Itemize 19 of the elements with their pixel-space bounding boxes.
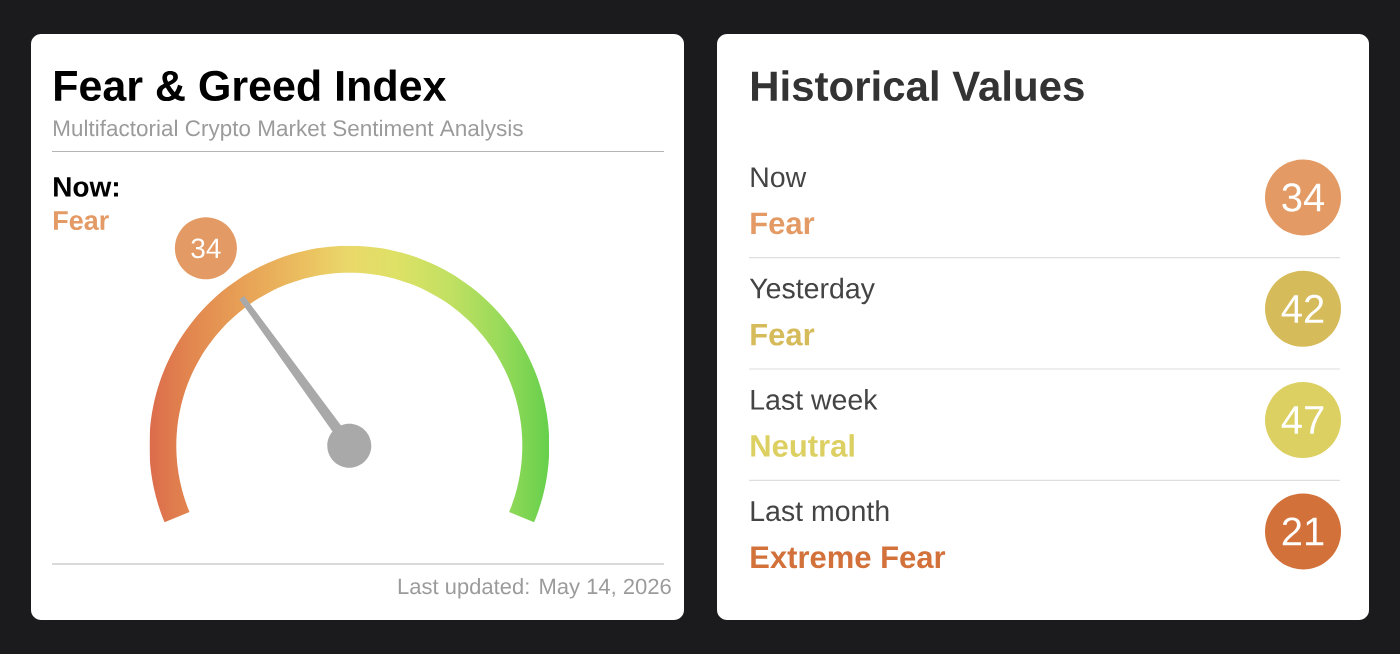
text: Fear bbox=[54, 211, 109, 231]
text: Now bbox=[751, 167, 807, 188]
data-label: 42 bbox=[1281, 294, 1324, 323]
text: Last week bbox=[751, 388, 878, 410]
data-label: 21 bbox=[1282, 517, 1324, 546]
data-label: 34 bbox=[191, 238, 221, 259]
data-label: 34 bbox=[1282, 183, 1325, 212]
text: Historical Values bbox=[752, 70, 1084, 102]
text: Fear & Greed Index bbox=[55, 69, 447, 102]
text: Extreme Fear bbox=[751, 546, 946, 569]
text: Fear bbox=[751, 212, 815, 235]
text: Last updated: May 14, 2026 bbox=[398, 578, 671, 599]
text: Neutral bbox=[751, 434, 854, 457]
text: Fear bbox=[751, 323, 815, 346]
text: Last month bbox=[751, 500, 889, 522]
data-label: 47 bbox=[1281, 406, 1324, 434]
text: Now: bbox=[54, 177, 118, 197]
text: Multifactorial Crypto Market Sentiment Analysis bbox=[54, 119, 523, 141]
text: Yesterday bbox=[749, 277, 875, 305]
